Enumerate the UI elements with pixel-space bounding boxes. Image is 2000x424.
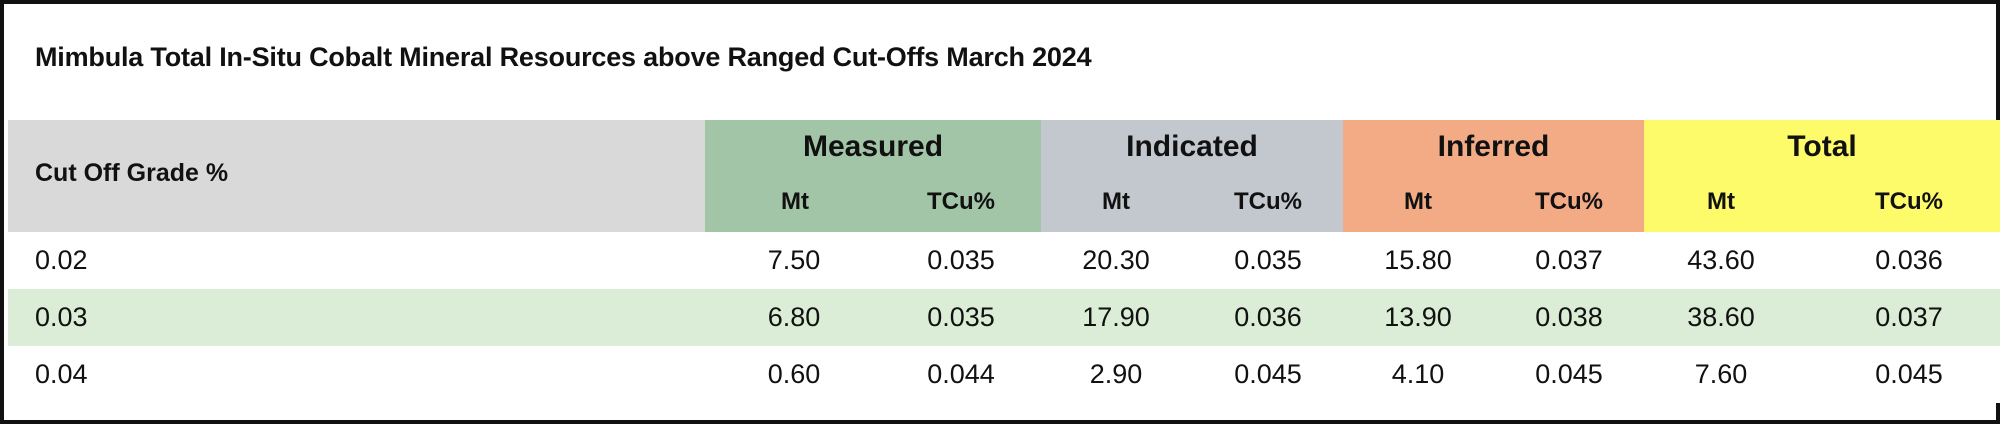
measured-tcu-cell: 0.035: [927, 245, 995, 275]
total-mt-header: Mt: [1707, 188, 1735, 215]
table-row: 0.04 0.60 0.044 2.90 0.045 4.10 0.045 7.…: [8, 346, 2000, 403]
cut-off-grade-cell: 0.04: [35, 359, 88, 389]
indicated-tcu-cell: 0.045: [1234, 359, 1302, 389]
measured-mt-header: Mt: [781, 188, 809, 215]
indicated-mt-cell: 2.90: [1089, 359, 1143, 389]
table-title: Mimbula Total In-Situ Cobalt Mineral Res…: [35, 42, 1092, 72]
total-header-cell: [1644, 120, 2000, 232]
inferred-mt-cell: 15.80: [1384, 245, 1452, 275]
measured-mt-cell: 0.60: [767, 359, 821, 389]
total-mt-cell: 43.60: [1687, 245, 1755, 275]
total-tcu-cell: 0.045: [1875, 359, 1943, 389]
inferred-mt-header: Mt: [1404, 188, 1432, 215]
indicated-tcu-header: TCu%: [1234, 188, 1302, 215]
measured-header: Measured: [802, 130, 944, 163]
indicated-tcu-cell: 0.035: [1234, 245, 1302, 275]
inferred-tcu-cell: 0.037: [1535, 245, 1603, 275]
inferred-tcu-header: TCu%: [1535, 188, 1603, 215]
inferred-header-cell: [1343, 120, 1644, 232]
cut-off-grade-cell: 0.03: [35, 302, 88, 332]
total-tcu-header: TCu%: [1875, 188, 1943, 215]
total-header: Total: [1787, 130, 1857, 163]
total-tcu-cell: 0.036: [1875, 245, 1943, 275]
inferred-tcu-cell: 0.045: [1535, 359, 1603, 389]
inferred-mt-cell: 4.10: [1391, 359, 1445, 389]
measured-tcu-cell: 0.035: [927, 302, 995, 332]
indicated-mt-header: Mt: [1102, 188, 1130, 215]
indicated-mt-cell: 17.90: [1082, 302, 1150, 332]
inferred-header: Inferred: [1437, 130, 1550, 163]
measured-tcu-cell: 0.044: [927, 359, 995, 389]
indicated-header-cell: [1041, 120, 1343, 232]
indicated-mt-cell: 20.30: [1082, 245, 1150, 275]
measured-mt-cell: 6.80: [767, 302, 821, 332]
measured-mt-cell: 7.50: [767, 245, 821, 275]
cut-off-header-cell: [8, 120, 705, 232]
total-mt-cell: 38.60: [1687, 302, 1755, 332]
measured-tcu-header: TCu%: [927, 188, 995, 215]
indicated-tcu-cell: 0.036: [1234, 302, 1302, 332]
inferred-tcu-cell: 0.038: [1535, 302, 1603, 332]
total-mt-cell: 7.60: [1694, 359, 1748, 389]
table-row: 0.02 7.50 0.035 20.30 0.035 15.80 0.037 …: [8, 232, 2000, 289]
indicated-header: Indicated: [1126, 130, 1258, 163]
table-row: 0.03 6.80 0.035 17.90 0.036 13.90 0.038 …: [8, 289, 2000, 346]
measured-header-cell: [705, 120, 1041, 232]
cut-off-grade-cell: 0.02: [35, 245, 88, 275]
total-tcu-cell: 0.037: [1875, 302, 1943, 332]
inferred-mt-cell: 13.90: [1384, 302, 1452, 332]
cut-off-grade-header: Cut Off Grade %: [35, 159, 229, 187]
